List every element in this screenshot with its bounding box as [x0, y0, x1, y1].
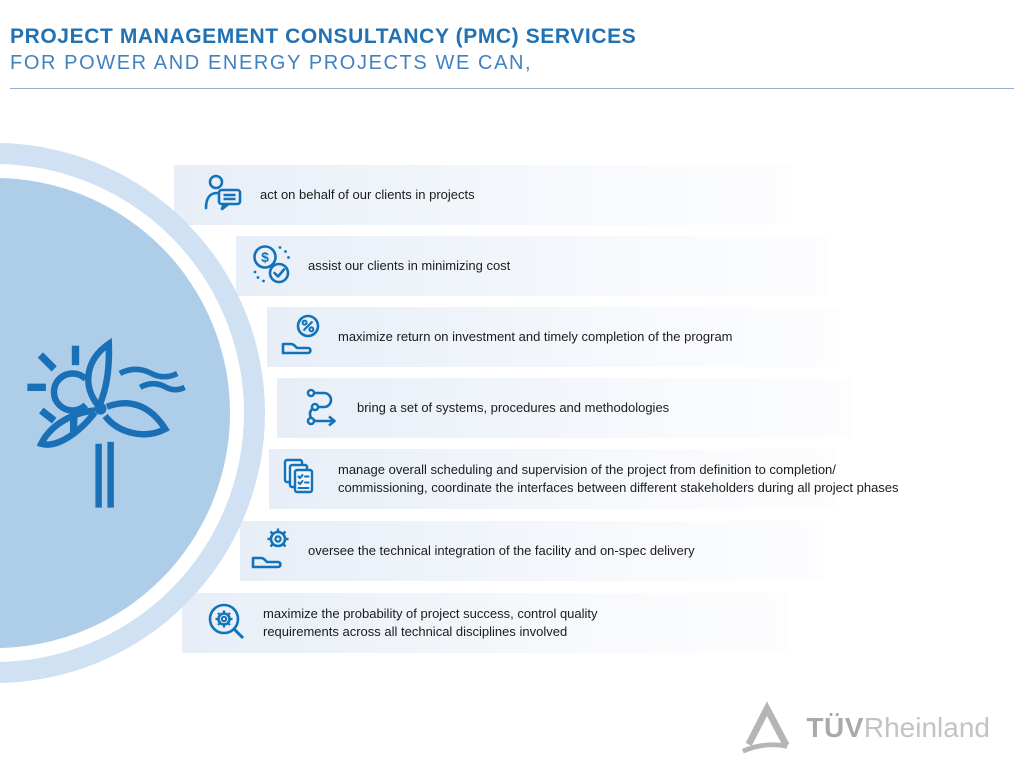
- service-text: manage overall scheduling and supervisio…: [338, 462, 899, 495]
- service-row: maximize return on investment and timely…: [267, 307, 839, 367]
- person-chat-icon: [200, 171, 248, 219]
- service-text: maximize the probability of project succ…: [263, 606, 598, 639]
- dollar-check-icon: $: [248, 242, 296, 290]
- tuv-rheinland-logo: TÜV Rheinland: [738, 700, 990, 756]
- wind-energy-illustration: [20, 320, 205, 525]
- svg-text:$: $: [261, 249, 269, 265]
- turbine-blade-left: [36, 407, 98, 448]
- turbine-blade-top: [85, 337, 113, 407]
- wind-wave-icon: [138, 380, 186, 393]
- service-text: bring a set of systems, procedures and m…: [357, 400, 670, 415]
- service-row: manage overall scheduling and supervisio…: [269, 449, 899, 509]
- hand-gear-icon: [248, 527, 296, 575]
- service-row: act on behalf of our clients in projects: [174, 165, 792, 225]
- service-text: maximize return on investment and timely…: [338, 329, 733, 344]
- logo-text-tuv: TÜV: [806, 712, 864, 743]
- header: PROJECT MANAGEMENT CONSULTANCY (PMC) SER…: [10, 24, 1014, 76]
- page-title: PROJECT MANAGEMENT CONSULTANCY (PMC) SER…: [10, 25, 637, 48]
- service-text: assist our clients in minimizing cost: [308, 258, 511, 273]
- service-text: oversee the technical integration of the…: [308, 543, 695, 558]
- magnifier-gear-icon: [203, 599, 251, 647]
- page-subtitle: FOR POWER AND ENERGY PROJECTS WE CAN,: [10, 52, 533, 74]
- header-divider: [10, 88, 1014, 89]
- service-row: maximize the probability of project succ…: [182, 593, 789, 653]
- turbine-blade-right: [102, 400, 170, 438]
- turbine-hub: [94, 402, 107, 415]
- service-text: act on behalf of our clients in projects: [260, 187, 475, 202]
- documents-checklist-icon: [278, 455, 326, 503]
- process-flow-icon: [297, 384, 345, 432]
- tuv-triangle-icon: [738, 700, 796, 756]
- hand-percent-icon: [278, 313, 326, 361]
- logo-text-rheinland: Rheinland: [863, 712, 990, 743]
- service-row: bring a set of systems, procedures and m…: [277, 378, 853, 438]
- service-row: $ assist our clients in minimizing cost: [236, 236, 829, 296]
- service-row: oversee the technical integration of the…: [240, 521, 824, 581]
- sun-icon: [50, 370, 88, 414]
- wind-wave-icon: [118, 366, 179, 380]
